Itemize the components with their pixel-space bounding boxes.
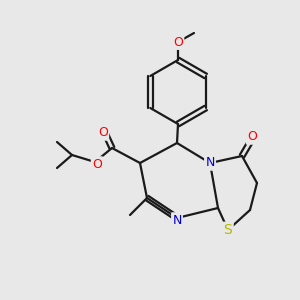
- Text: N: N: [205, 157, 215, 169]
- Text: O: O: [247, 130, 257, 143]
- Text: N: N: [172, 214, 182, 226]
- Text: O: O: [92, 158, 102, 170]
- Text: O: O: [173, 35, 183, 49]
- Text: O: O: [98, 127, 108, 140]
- Text: S: S: [224, 223, 232, 237]
- Text: O: O: [173, 35, 183, 49]
